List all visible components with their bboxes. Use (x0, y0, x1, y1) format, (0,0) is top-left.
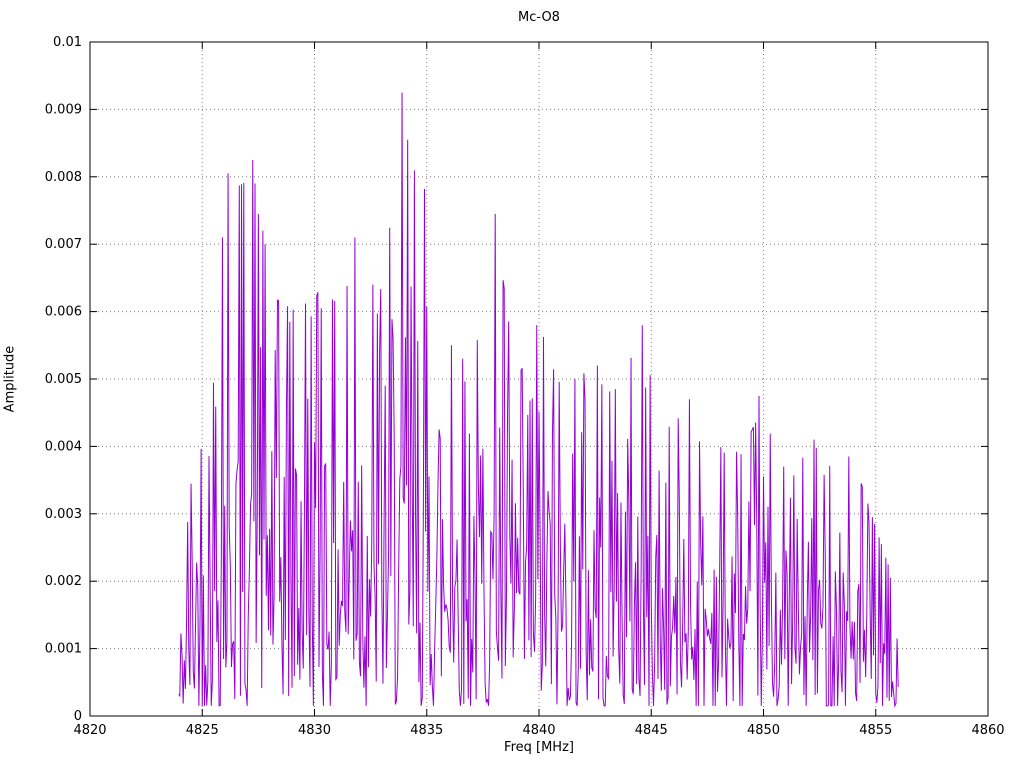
y-tick-label: 0.01 (53, 35, 82, 50)
x-tick-label: 4850 (747, 723, 780, 738)
plot-border (89, 41, 989, 717)
y-tick-label: 0.005 (45, 372, 82, 387)
x-tick-label: 4830 (298, 723, 331, 738)
y-tick-label: 0.002 (45, 574, 82, 589)
x-tick-label: 4820 (73, 723, 106, 738)
y-tick-label: 0.003 (45, 507, 82, 522)
x-axis-label: Freq [MHz] (504, 740, 574, 755)
x-tick-label: 4825 (186, 723, 219, 738)
x-tick-label: 4840 (522, 723, 555, 738)
y-tick-label: 0.001 (45, 642, 82, 657)
y-tick-label: 0 (74, 709, 82, 724)
spectrum-line (178, 92, 899, 708)
y-tick-label: 0.004 (45, 439, 82, 454)
x-tick-label: 4860 (971, 723, 1004, 738)
y-tick-label: 0.009 (45, 102, 82, 117)
chart-title: Mc-O8 (518, 10, 560, 25)
y-axis-label: Amplitude (2, 345, 18, 413)
y-tick-label: 0.008 (45, 170, 82, 185)
x-tick-label: 4835 (410, 723, 443, 738)
y-tick-label: 0.007 (45, 237, 82, 252)
x-tick-label: 4845 (635, 723, 668, 738)
x-tick-label: 4855 (859, 723, 892, 738)
y-tick-label: 0.006 (45, 305, 82, 320)
